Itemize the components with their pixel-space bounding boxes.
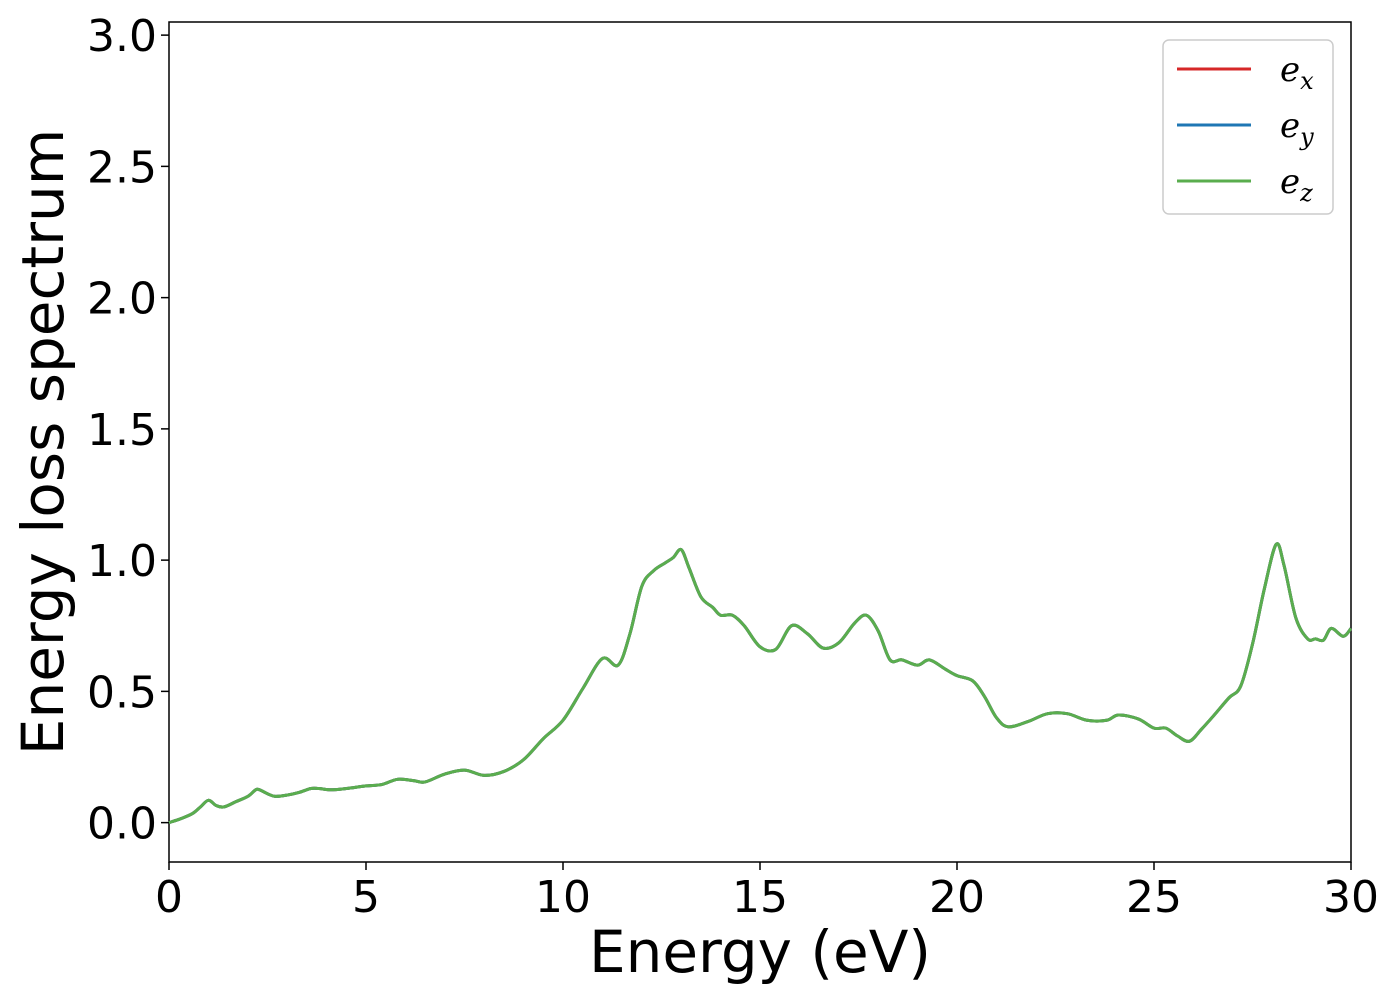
y-tick-label: 2.0 <box>87 274 157 325</box>
x-tick-label: 5 <box>352 872 380 923</box>
y-tick-label: 3.0 <box>87 11 157 62</box>
y-axis-label: Energy loss spectrum <box>9 129 77 755</box>
legend-label-ey: ey <box>1280 106 1314 151</box>
x-tick-label: 30 <box>1323 872 1379 923</box>
x-tick-label: 15 <box>732 872 788 923</box>
y-tick-label: 2.5 <box>87 142 157 193</box>
y-tick-label: 0.5 <box>87 667 157 718</box>
legend-box <box>1162 39 1334 215</box>
x-tick-label: 10 <box>535 872 591 923</box>
legend: ex ey ez <box>1162 39 1334 215</box>
y-tick-label: 1.0 <box>87 536 157 587</box>
x-tick-label: 20 <box>929 872 985 923</box>
legend-label-ex: ex <box>1280 50 1314 95</box>
y-tick-label: 1.5 <box>87 405 157 456</box>
x-tick-label: 25 <box>1126 872 1182 923</box>
y-axis-ticks: 0.0 0.5 1.0 1.5 2.0 2.5 3.0 <box>87 11 169 850</box>
x-axis-ticks: 0 5 10 15 20 25 30 <box>155 862 1379 923</box>
series-layer <box>168 542 1353 825</box>
x-tick-label: 0 <box>155 872 183 923</box>
legend-label-ez: ez <box>1280 162 1313 207</box>
series-line-e-z <box>168 542 1353 825</box>
x-axis-label: Energy (eV) <box>589 918 931 986</box>
y-tick-label: 0.0 <box>87 799 157 850</box>
